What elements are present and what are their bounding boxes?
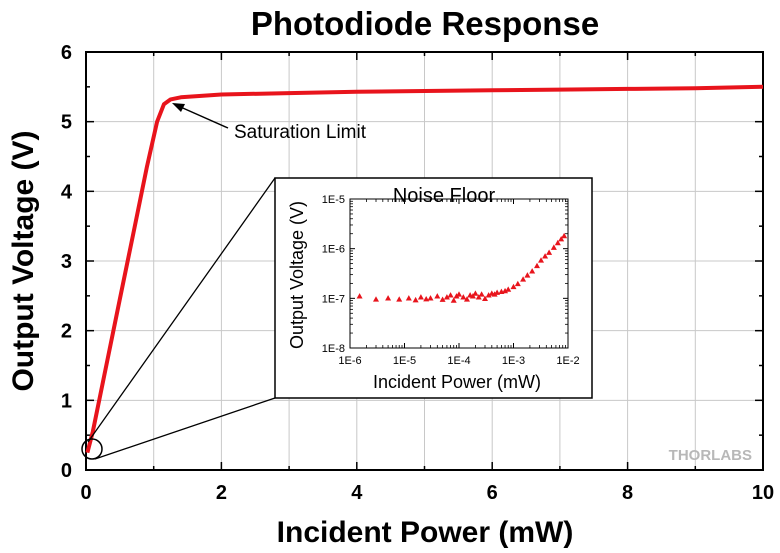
zoom-callout-line-top [87,177,276,443]
inset-x-tick-label: 1E-2 [556,355,579,367]
main-axis-ticks [85,51,764,471]
chart-title: Photodiode Response [251,5,599,42]
inset-data-point [385,295,392,301]
inset-x-tick-label: 1E-4 [447,355,470,367]
inset-data-point [482,295,489,301]
main-series-line [85,84,764,454]
inset-data-point [542,253,549,259]
zoom-circle [81,438,103,460]
inset-data-point [405,295,412,301]
y-tick-label: 6 [61,42,72,64]
x-tick-label: 8 [622,482,633,504]
inset-frame [274,177,593,399]
inset-data-point [447,292,454,298]
inset-data-point [550,244,557,250]
inset-data-point [396,296,403,302]
inset-data-point [529,268,536,274]
y-tick-label: 0 [61,460,72,482]
inset-data-point [538,257,545,263]
inset-title: Noise Floor [393,185,496,207]
inset-data-point [356,293,363,299]
inset-data-point [463,296,470,302]
inset-y-tick-label: 1E-6 [322,244,345,256]
inset-y-tick-label: 1E-8 [322,343,345,355]
inset-data-point [469,293,476,299]
inset-data-point [494,289,501,295]
inset-data-point [373,296,380,302]
x-axis-title: Incident Power (mW) [277,516,574,549]
inset-data-point [427,295,434,301]
inset-data-point [475,294,482,300]
inset-x-tick-label: 1E-5 [393,355,416,367]
inset-series-markers [356,232,568,303]
inset-data-point [443,294,450,300]
inset-data-point [485,292,492,298]
x-tick-label: 2 [216,482,227,504]
inset-data-point [472,290,479,296]
x-tick-label: 10 [752,482,774,504]
inset-data-point [524,272,531,278]
inset-data-point [558,236,565,242]
inset-x-axis-title: Incident Power (mW) [373,372,541,392]
inset-x-tick-labels: 1E-6 1E-5 1E-4 1E-3 1E-2 [338,355,579,367]
inset-data-point [439,296,446,302]
inset-y-tick-labels: 1E-8 1E-7 1E-6 1E-5 [322,194,345,355]
inset-data-point [534,262,541,269]
inset-data-point [514,280,521,287]
x-tick-label: 4 [351,482,363,504]
main-x-tick-labels: 0 2 4 6 8 10 [80,482,774,504]
inset-data-point [434,293,441,299]
inset-data-point [502,287,509,294]
thorlabs-watermark: THORLABS [669,447,752,464]
inset-data-point [561,232,568,239]
inset-x-tick-label: 1E-6 [338,355,361,367]
x-tick-label: 6 [487,482,498,504]
y-axis-title: Output Voltage (V) [7,130,40,391]
inset-data-point [520,276,527,282]
inset-data-point [505,286,512,292]
inset-data-point [491,291,498,297]
saturation-limit-label: Saturation Limit [234,122,367,143]
inset-data-point [460,294,467,300]
inset-data-point [423,296,430,302]
y-tick-label: 1 [61,390,72,412]
inset-y-tick-label: 1E-5 [322,194,345,206]
zoom-callout-line-bottom [94,397,276,460]
inset-data-point [456,291,462,297]
saturation-arrow [172,103,229,129]
y-tick-label: 5 [61,112,72,134]
y-tick-label: 4 [61,181,73,203]
inset-data-point [450,297,457,303]
inset-data-point [417,294,424,300]
inset-data-point [510,283,517,290]
inset-data-point [554,239,561,246]
y-tick-label: 2 [61,321,72,343]
inset-y-tick-label: 1E-7 [322,293,345,305]
inset-x-tick-label: 1E-3 [502,355,525,367]
inset-data-point [546,249,553,255]
main-y-tick-labels: 0 1 2 3 4 5 6 [61,42,73,482]
inset-data-point [478,291,485,297]
inset-y-axis-title: Output Voltage (V) [287,201,307,349]
inset-data-point [412,296,419,303]
y-tick-label: 3 [61,251,72,273]
x-tick-label: 0 [80,482,91,504]
inset-axis-ticks [349,198,569,349]
